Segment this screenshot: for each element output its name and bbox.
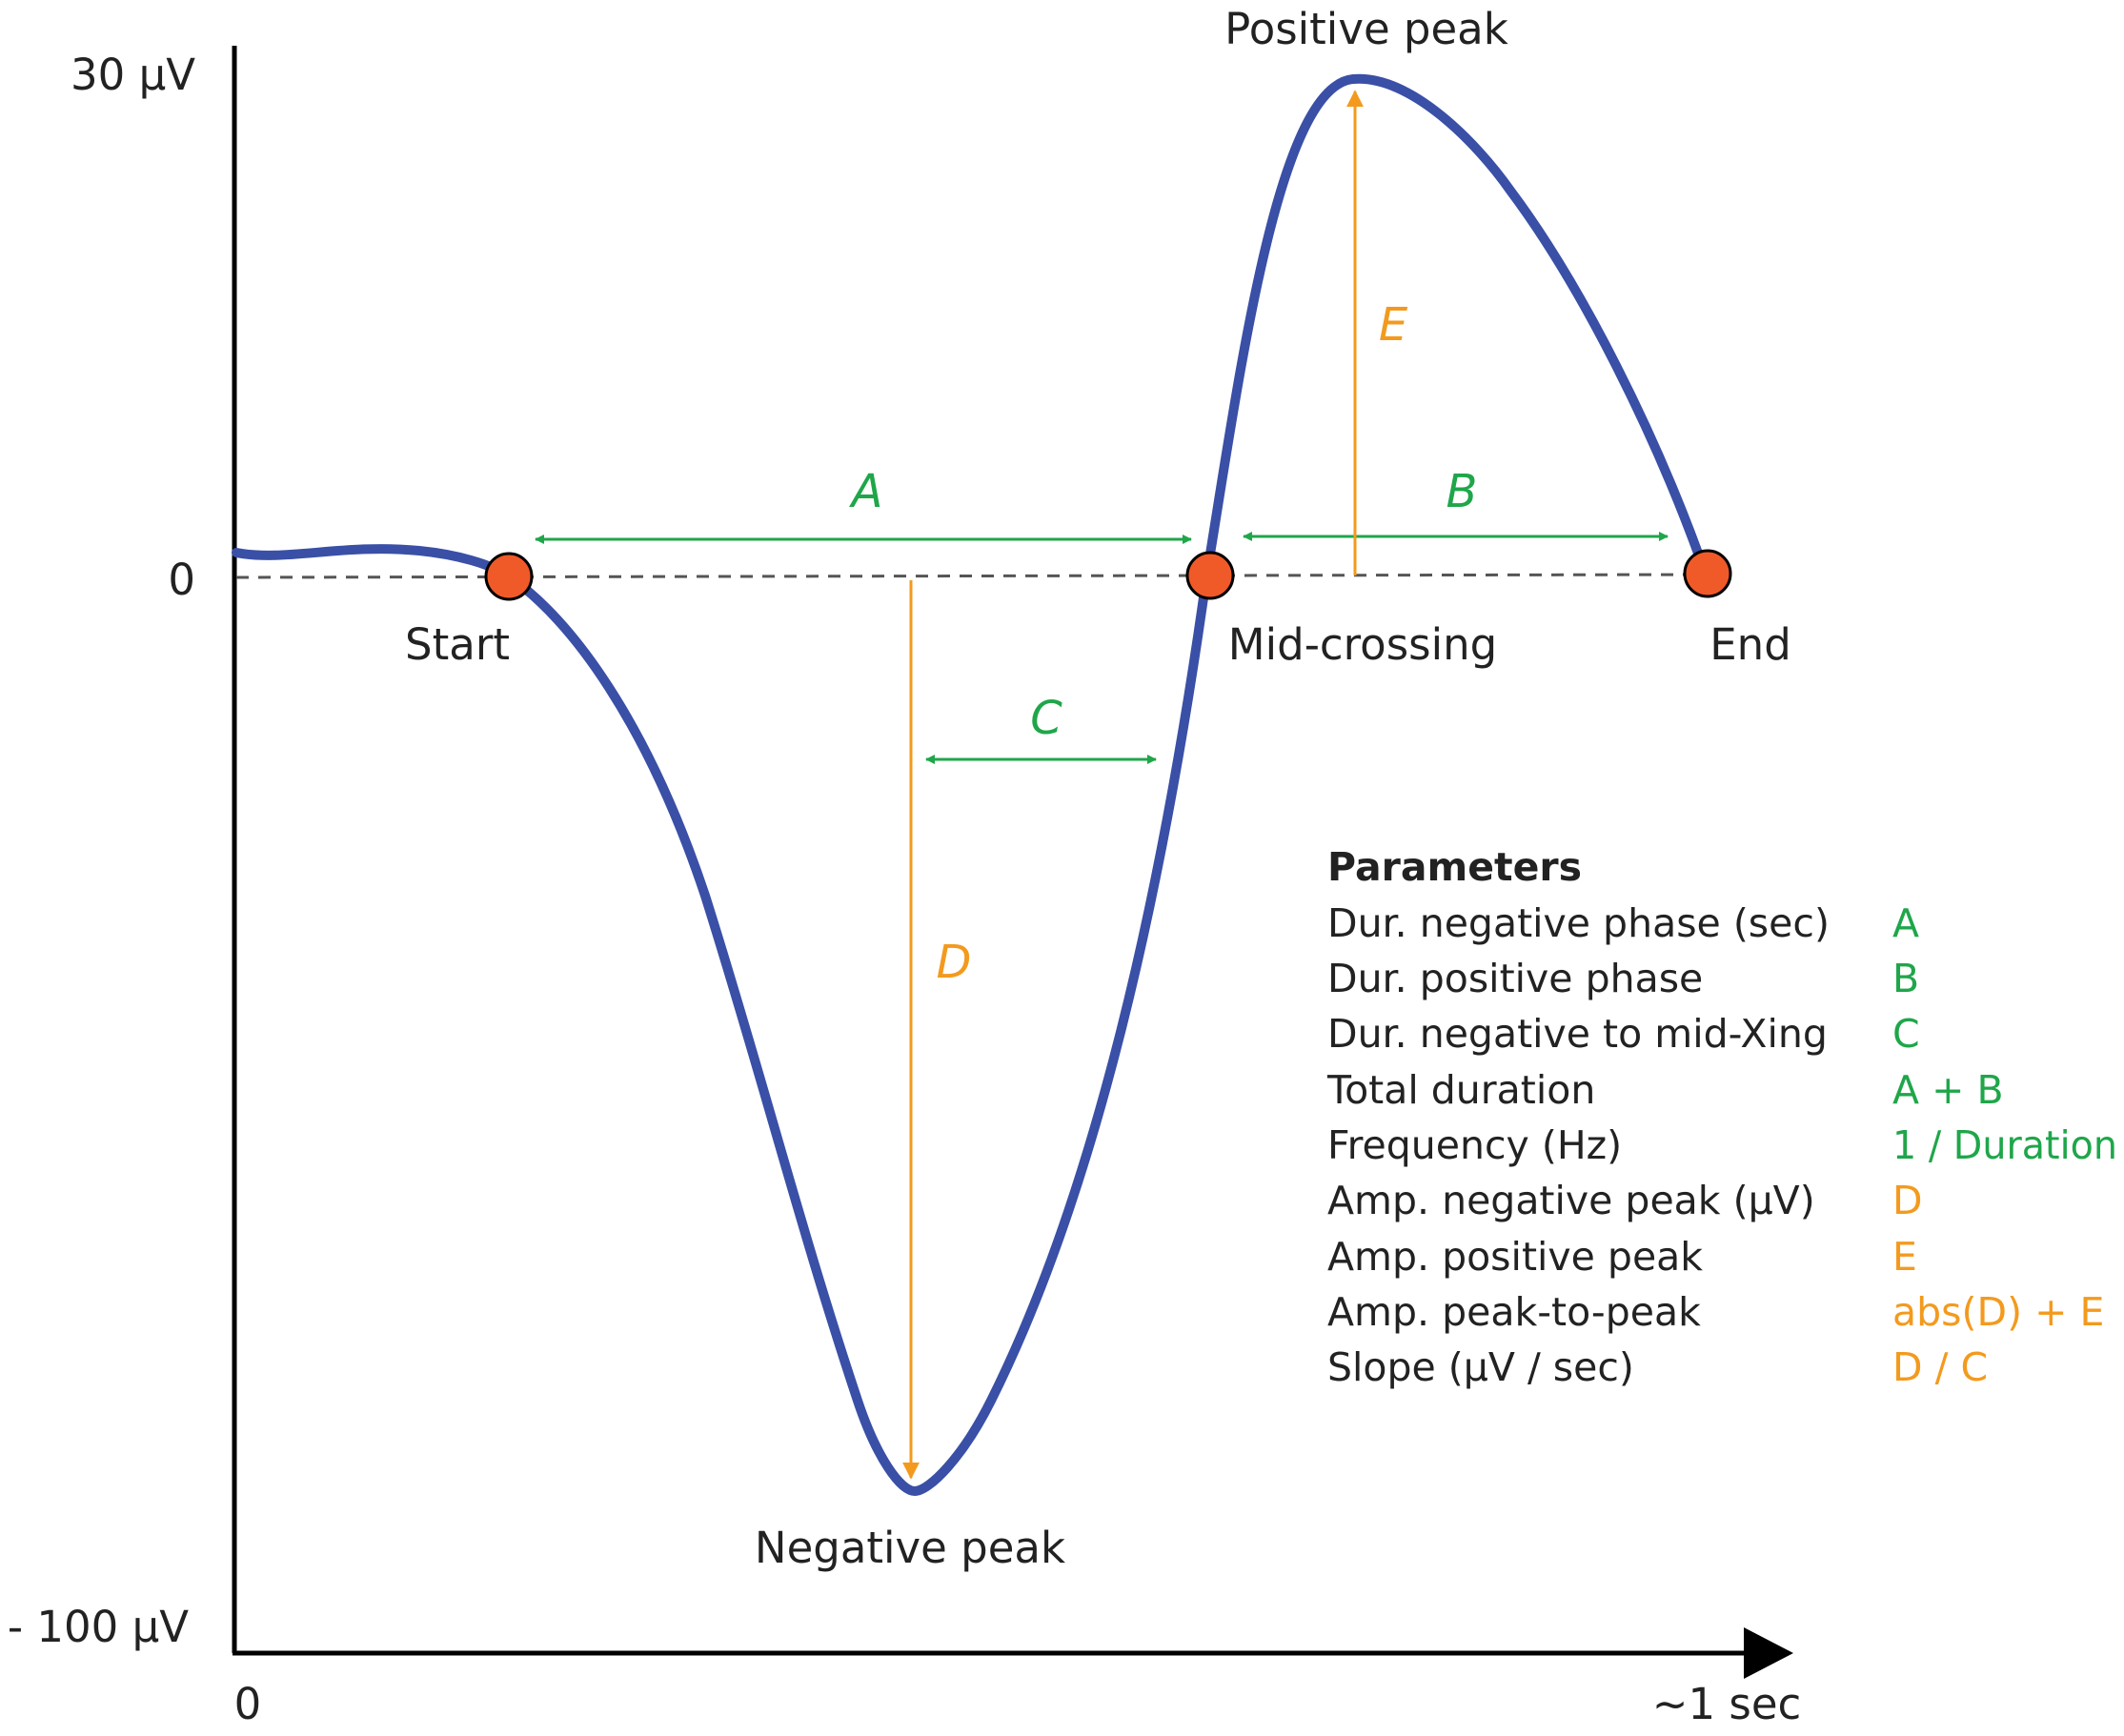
param-name: Dur. positive phase <box>1327 956 1703 1001</box>
param-value: A + B <box>1892 1067 2004 1113</box>
start-marker <box>484 552 534 601</box>
end-label: End <box>1709 619 1791 670</box>
y-axis-bottom-label: - 100 µV <box>8 1602 189 1652</box>
param-name: Dur. negative phase (sec) <box>1327 900 1830 946</box>
param-value: B <box>1892 956 1919 1001</box>
param-name: Total duration <box>1326 1067 1595 1113</box>
zero-baseline <box>235 573 1707 579</box>
param-value: abs(D) + E <box>1892 1289 2104 1335</box>
param-value: 1 / Duration <box>1892 1122 2117 1168</box>
param-name: Slope (µV / sec) <box>1327 1344 1634 1390</box>
x-axis-start-label: 0 <box>234 1679 262 1729</box>
mid-crossing-label: Mid-crossing <box>1228 619 1497 670</box>
mid-crossing-marker <box>1185 551 1235 600</box>
positive-peak-label: Positive peak <box>1224 4 1508 54</box>
measure-A-label: A <box>849 465 883 518</box>
parameters-table: Parameters Dur. negative phase (sec) A D… <box>1326 844 2117 1390</box>
measure-E-label: E <box>1379 298 1408 352</box>
param-value: A <box>1892 900 1919 946</box>
param-name: Amp. peak-to-peak <box>1327 1289 1701 1335</box>
param-name: Dur. negative to mid-Xing <box>1327 1011 1828 1057</box>
param-value: E <box>1892 1234 1917 1280</box>
param-name: Amp. positive peak <box>1327 1234 1703 1280</box>
x-axis-arrowhead <box>1744 1627 1793 1679</box>
param-name: Frequency (Hz) <box>1327 1122 1622 1168</box>
start-label: Start <box>405 619 510 670</box>
slow-wave-curve <box>232 73 1710 1496</box>
measure-B-label: B <box>1446 465 1478 518</box>
param-value: D / C <box>1892 1344 1988 1390</box>
negative-peak-label: Negative peak <box>755 1523 1065 1573</box>
param-value: C <box>1892 1011 1920 1057</box>
y-axis-top-label: 30 µV <box>71 50 195 100</box>
param-value: D <box>1892 1178 1923 1223</box>
measure-D-label: D <box>937 936 972 989</box>
end-marker <box>1683 549 1732 598</box>
y-axis-zero-label: 0 <box>168 555 195 605</box>
x-axis-end-label: ~1 sec <box>1652 1679 1802 1729</box>
measure-C-label: C <box>1030 692 1062 745</box>
parameters-title: Parameters <box>1327 844 1582 890</box>
param-name: Amp. negative peak (µV) <box>1327 1178 1815 1223</box>
